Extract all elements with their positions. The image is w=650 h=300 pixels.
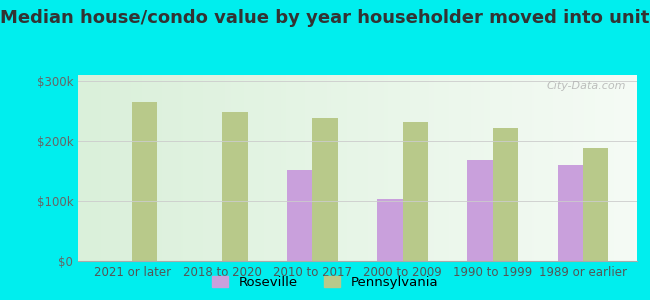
Text: Median house/condo value by year householder moved into unit: Median house/condo value by year househo… <box>0 9 650 27</box>
Bar <box>467 160 493 261</box>
Bar <box>132 102 157 261</box>
Text: City-Data.com: City-Data.com <box>546 81 626 91</box>
Bar <box>493 128 518 261</box>
Bar <box>402 122 428 261</box>
Bar <box>583 148 608 261</box>
Bar <box>222 112 248 261</box>
Bar <box>313 118 337 261</box>
Legend: Roseville, Pennsylvania: Roseville, Pennsylvania <box>208 272 442 293</box>
Bar <box>558 165 583 261</box>
Bar <box>287 170 313 261</box>
Bar <box>378 199 402 261</box>
